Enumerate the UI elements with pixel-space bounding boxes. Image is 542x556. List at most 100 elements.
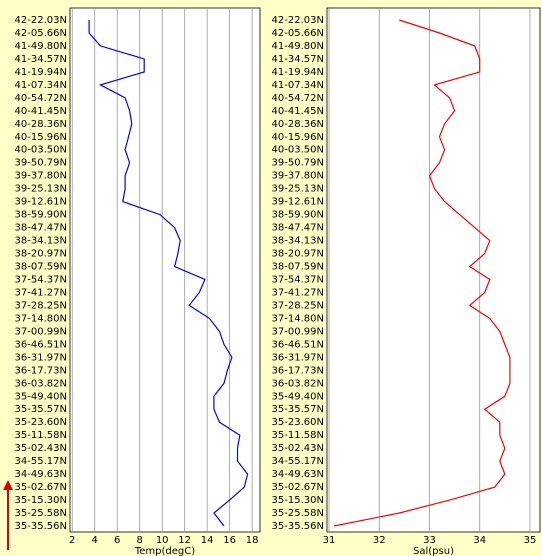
x-tick-label: 32 xyxy=(373,535,386,546)
y-tick-label: 41-34.57N xyxy=(272,54,324,65)
y-tick-label: 35-35.56N xyxy=(15,521,67,532)
y-tick-label: 38-34.13N xyxy=(15,236,67,247)
y-tick-label: 37-14.80N xyxy=(15,313,67,324)
y-tick-label: 39-50.79N xyxy=(15,158,67,169)
x-tick-label: 8 xyxy=(137,535,143,546)
y-tick-label: 39-37.80N xyxy=(272,171,324,182)
y-tick-label: 34-55.17N xyxy=(15,456,67,467)
y-tick-label: 40-03.50N xyxy=(15,145,67,156)
y-tick-label: 39-25.13N xyxy=(272,184,324,195)
y-tick-label: 38-20.97N xyxy=(272,249,324,260)
y-tick-label: 38-07.59N xyxy=(15,262,67,273)
y-tick-label: 41-07.34N xyxy=(272,80,324,91)
y-tick-label: 42-22.03N xyxy=(15,15,67,26)
y-tick-label: 40-41.45N xyxy=(272,106,324,117)
y-tick-label: 37-54.37N xyxy=(15,274,67,285)
x-tick-label: 12 xyxy=(178,535,191,546)
y-tick-label: 41-19.94N xyxy=(15,67,67,78)
y-tick-label: 38-47.47N xyxy=(15,223,67,234)
x-tick-label: 35 xyxy=(524,535,537,546)
x-tick-label: 6 xyxy=(114,535,120,546)
y-tick-label: 42-05.66N xyxy=(272,28,324,39)
y-tick-label: 36-46.51N xyxy=(272,339,324,350)
y-tick-label: 38-20.97N xyxy=(15,249,67,260)
y-tick-label: 41-19.94N xyxy=(272,67,324,78)
y-tick-label: 38-59.90N xyxy=(272,210,324,221)
y-tick-label: 40-28.36N xyxy=(15,119,67,130)
y-tick-label: 40-54.72N xyxy=(272,93,324,104)
x-tick-label: 33 xyxy=(423,535,436,546)
y-tick-label: 41-49.80N xyxy=(15,41,67,52)
y-tick-label: 35-02.43N xyxy=(272,443,324,454)
y-tick-label: 39-25.13N xyxy=(15,184,67,195)
y-tick-label: 35-02.67N xyxy=(15,482,67,493)
y-tick-label: 40-41.45N xyxy=(15,106,67,117)
y-tick-label: 36-17.73N xyxy=(272,365,324,376)
y-tick-label: 37-00.99N xyxy=(272,326,324,337)
y-tick-label: 35-49.40N xyxy=(272,391,324,402)
y-tick-label: 35-25.58N xyxy=(272,508,324,519)
y-tick-label: 41-49.80N xyxy=(272,41,324,52)
y-tick-label: 39-37.80N xyxy=(15,171,67,182)
y-tick-label: 35-11.58N xyxy=(272,430,324,441)
y-tick-label: 36-31.97N xyxy=(272,352,324,363)
y-tick-label: 39-50.79N xyxy=(272,158,324,169)
x-tick-label: 14 xyxy=(201,535,214,546)
x-tick-label: 4 xyxy=(92,535,98,546)
y-tick-label: 35-11.58N xyxy=(15,430,67,441)
y-tick-label: 39-12.61N xyxy=(15,197,67,208)
y-tick-label: 36-03.82N xyxy=(15,378,67,389)
y-tick-label: 35-35.57N xyxy=(15,404,67,415)
y-tick-label: 37-41.27N xyxy=(15,287,67,298)
y-tick-label: 39-12.61N xyxy=(272,197,324,208)
y-tick-label: 37-41.27N xyxy=(272,287,324,298)
y-tick-label: 37-28.25N xyxy=(272,300,324,311)
y-tick-label: 35-49.40N xyxy=(15,391,67,402)
x-tick-label: 16 xyxy=(223,535,236,546)
y-tick-label: 35-15.30N xyxy=(272,495,324,506)
y-tick-label: 34-55.17N xyxy=(272,456,324,467)
y-tick-label: 35-25.58N xyxy=(15,508,67,519)
y-tick-label: 37-00.99N xyxy=(15,326,67,337)
y-tick-label: 41-07.34N xyxy=(15,80,67,91)
y-tick-label: 35-35.56N xyxy=(272,521,324,532)
y-tick-label: 36-46.51N xyxy=(15,339,67,350)
y-tick-label: 38-07.59N xyxy=(272,262,324,273)
y-tick-label: 34-49.63N xyxy=(272,469,324,480)
x-tick-label: 18 xyxy=(246,535,259,546)
y-tick-label: 35-23.60N xyxy=(15,417,67,428)
data-line xyxy=(88,20,249,527)
y-tick-label: 40-15.96N xyxy=(15,132,67,143)
x-tick-label: 31 xyxy=(323,535,336,546)
y-tick-label: 38-47.47N xyxy=(272,223,324,234)
y-tick-label: 40-54.72N xyxy=(15,93,67,104)
y-tick-label: 34-49.63N xyxy=(15,469,67,480)
y-tick-label: 37-14.80N xyxy=(272,313,324,324)
y-tick-label: 35-15.30N xyxy=(15,495,67,506)
y-tick-label: 37-28.25N xyxy=(15,300,67,311)
data-line xyxy=(333,19,511,527)
y-tick-label: 40-15.96N xyxy=(272,132,324,143)
y-tick-label: 42-05.66N xyxy=(15,28,67,39)
y-tick-label: 36-17.73N xyxy=(15,365,67,376)
x-tick-label: 10 xyxy=(156,535,169,546)
plot-area xyxy=(69,7,261,533)
y-tick-label: 41-34.57N xyxy=(15,54,67,65)
x-axis-label: Sal(psu) xyxy=(413,546,454,556)
plot-area xyxy=(326,7,541,533)
y-tick-label: 37-54.37N xyxy=(272,274,324,285)
y-tick-label: 35-23.60N xyxy=(272,417,324,428)
arrow-head xyxy=(3,480,13,490)
y-tick-label: 40-03.50N xyxy=(272,145,324,156)
x-tick-label: 34 xyxy=(473,535,486,546)
y-tick-label: 35-02.43N xyxy=(15,443,67,454)
y-tick-label: 38-59.90N xyxy=(15,210,67,221)
y-tick-label: 36-03.82N xyxy=(272,378,324,389)
y-tick-label: 40-28.36N xyxy=(272,119,324,130)
y-tick-label: 35-35.57N xyxy=(272,404,324,415)
y-tick-label: 35-02.67N xyxy=(272,482,324,493)
y-tick-label: 36-31.97N xyxy=(15,352,67,363)
y-tick-label: 38-34.13N xyxy=(272,236,324,247)
x-axis-label: Temp(degC) xyxy=(134,546,195,556)
